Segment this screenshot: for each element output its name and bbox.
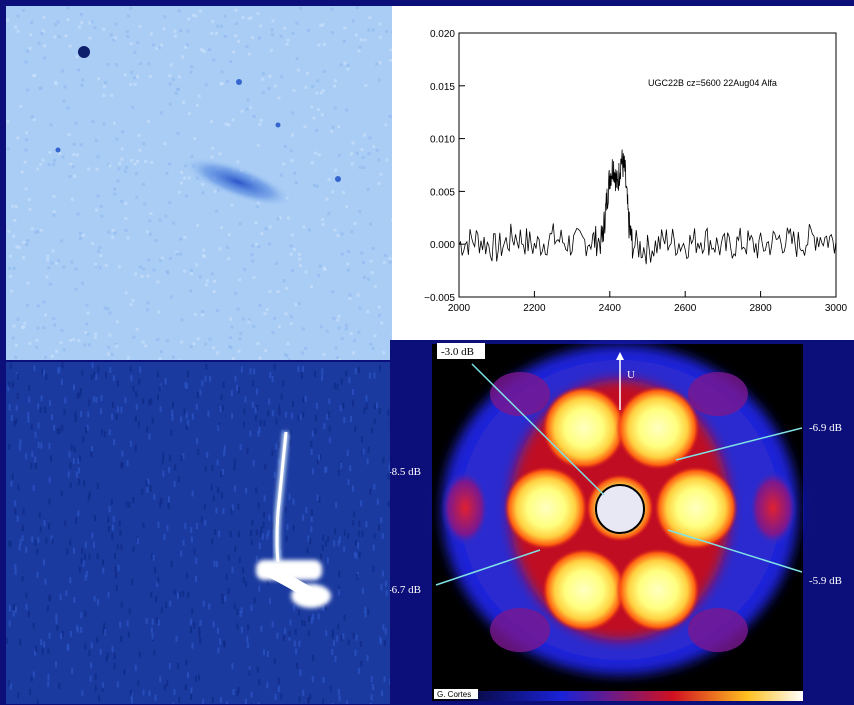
y-tick-label: 0.020 [430,29,455,40]
spectrum-chart: 2000 2200 2400 2600 2800 3000 0.020 0.015 0.010 0… [424,29,848,314]
label-db-left-top: -8.5 dB [390,466,421,478]
spectrum-line [458,149,837,265]
central-beam [595,484,645,534]
star-5 [335,176,341,182]
optical-image [6,6,392,360]
optical-background [6,6,392,360]
star-3 [275,122,281,128]
u-axis-label: U [627,369,635,381]
optical-image-panel [6,6,392,360]
radio-image-panel [6,362,390,704]
x-tick-label: 2200 [523,303,546,314]
spectrum-panel: 2000 2200 2400 2600 2800 3000 0.020 0.015 0.010 0… [392,6,854,340]
radio-noise [6,362,390,704]
u-axis-arrow: U [616,352,635,410]
radio-source [256,431,331,608]
plot-frame [458,32,837,298]
x-tick-label: 2800 [749,303,772,314]
db-arrows [435,363,803,586]
label-db-right-bottom: -5.9 dB [809,575,842,587]
label-db-right-top: -6.9 dB [809,422,842,434]
credit-label: G. Cortes [437,690,471,699]
x-tick-label: 3000 [825,303,848,314]
x-tick-label: 2000 [448,303,471,314]
x-tick-label: 2400 [599,303,622,314]
label-db-center: -3.0 dB [441,346,474,358]
galaxy-optical [183,157,293,207]
y-tick-label: 0.010 [430,135,455,146]
db-labels: -3.0 dB -6.9 dB -8.5 dB -6.7 dB -5.9 dB [390,343,842,596]
optical-noise [6,6,392,360]
beam-map: U -3.0 dB -6.9 dB -8.5 dB -6.7 dB -5.9 d… [390,340,854,705]
beam-map-panel: U -3.0 dB -6.9 dB -8.5 dB -6.7 dB -5.9 d… [390,340,854,705]
spectrum-annotation: UGC22B cz=5600 22Aug04 Alfa [648,78,777,88]
star-4 [55,147,61,153]
star-1 [78,46,90,58]
y-tick-label: 0.015 [430,82,455,93]
radio-background [6,362,390,704]
beam-2 [542,386,626,470]
y-tick-label: −0.005 [424,293,455,304]
star-2 [236,79,242,85]
beam-pattern [441,345,798,675]
y-tick-label: 0.005 [430,187,455,198]
beam-7 [616,548,700,632]
radio-image [6,362,390,704]
label-db-left-bottom: -6.7 dB [390,584,421,596]
x-tick-label: 2600 [674,303,697,314]
y-tick-label: 0.000 [430,240,455,251]
beam-6 [542,548,626,632]
color-bar [432,691,803,701]
beam-4 [504,466,588,550]
beam-5 [654,466,738,550]
beam-3 [616,386,700,470]
